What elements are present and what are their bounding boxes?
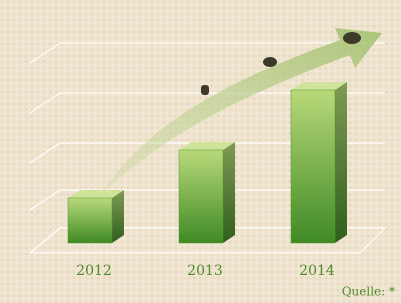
bar-side: [223, 142, 235, 243]
x-tick-label: 2014: [299, 263, 335, 279]
x-tick-label: 2013: [187, 263, 223, 279]
x-tick-label: 2012: [76, 263, 112, 279]
page: Quelle: * 201220132014 (() => { const da…: [0, 0, 401, 303]
bar-side: [112, 190, 124, 243]
bar: [68, 198, 112, 243]
bar: [179, 150, 223, 243]
chart: Quelle: * 2012 2013 2014: [0, 0, 401, 303]
bar: [291, 90, 335, 243]
source-note: Quelle: *: [342, 285, 395, 299]
bar-side: [335, 82, 347, 243]
